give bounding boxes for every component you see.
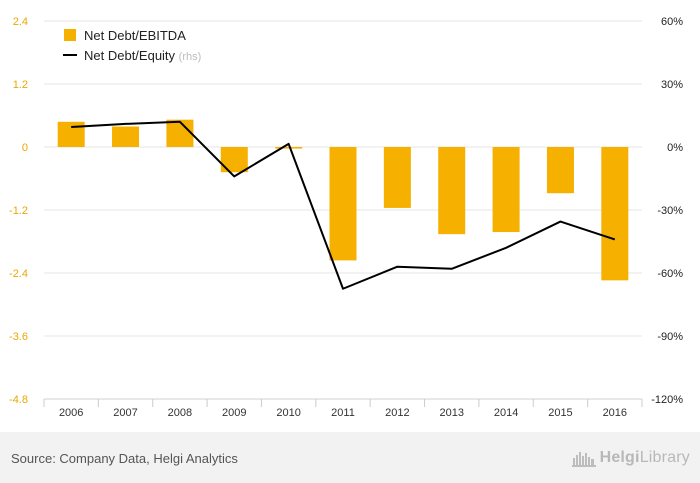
y-right-tick-label: 0% — [667, 142, 683, 154]
x-tick-label: 2012 — [385, 407, 409, 419]
y-right-tick-label: -60% — [657, 268, 683, 280]
bar — [112, 126, 140, 147]
bar — [329, 147, 357, 261]
legend-label: Net Debt/EBITDA — [84, 28, 186, 43]
source-text: Source: Company Data, Helgi Analytics — [11, 451, 238, 466]
bar — [383, 147, 411, 208]
x-tick-label: 2013 — [439, 407, 463, 419]
y-left-tick-label: 0 — [22, 142, 28, 154]
y-right-tick-label: 60% — [661, 16, 683, 28]
line-series — [71, 120, 616, 290]
y-left-tick-label: -4.8 — [9, 394, 28, 406]
bar — [492, 147, 520, 233]
y-right-tick-label: -90% — [657, 331, 683, 343]
y-left-tick-label: 1.2 — [13, 79, 28, 91]
y-left-tick-label: -1.2 — [9, 205, 28, 217]
logo-text-bold: Helgi — [599, 449, 640, 466]
series-line — [71, 120, 616, 290]
logo-text: HelgiLibrary — [600, 449, 690, 467]
legend-suffix: (rhs) — [179, 51, 202, 63]
bar — [546, 147, 574, 194]
x-tick-label: 2007 — [113, 407, 137, 419]
legend-label: Net Debt/Equity (rhs) — [84, 48, 201, 63]
x-tick-label: 2011 — [331, 407, 355, 419]
x-tick-label: 2009 — [222, 407, 246, 419]
y-right-tick-label: -30% — [657, 205, 683, 217]
y-left-tick-label: -3.6 — [9, 331, 28, 343]
bar — [601, 147, 629, 281]
x-tick-label: 2010 — [276, 407, 300, 419]
x-tick-label: 2014 — [494, 407, 518, 419]
x-tick-label: 2006 — [59, 407, 83, 419]
y-right-tick-label: -120% — [651, 394, 683, 406]
legend: Net Debt/EBITDA Net Debt/Equity (rhs) — [63, 28, 201, 63]
y-right-tick-label: 30% — [661, 79, 683, 91]
bar — [166, 119, 194, 147]
bar-series — [57, 119, 629, 281]
bar — [275, 147, 303, 149]
legend-marker — [64, 29, 76, 41]
x-tick-label: 2016 — [603, 407, 627, 419]
y-left-tick-label: -2.4 — [9, 268, 28, 280]
x-tick-label: 2008 — [168, 407, 192, 419]
y-left-tick-label: 2.4 — [13, 16, 28, 28]
axes: 2.4 60% 1.2 30% 0 0% -1.2 -30% -2.4 -60% -3.6 -90% -… — [9, 16, 683, 419]
x-tick-label: 2015 — [548, 407, 572, 419]
bar — [220, 147, 248, 173]
city-skyline-icon — [571, 452, 596, 467]
logo-text-light: Library — [639, 449, 690, 466]
helgi-library-logo: HelgiLibrary — [571, 447, 690, 469]
bar — [438, 147, 466, 235]
